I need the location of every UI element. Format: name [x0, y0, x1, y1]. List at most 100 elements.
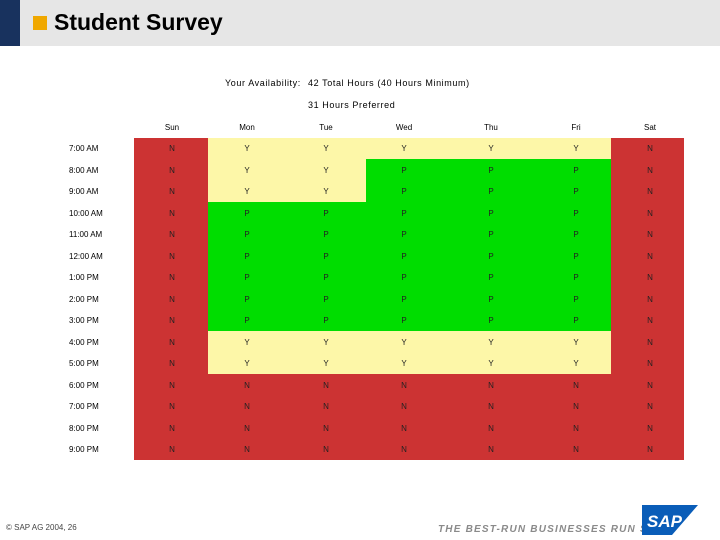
grid-cell: N [169, 230, 175, 239]
grid-cell: N [169, 144, 175, 153]
grid-cell: P [573, 208, 579, 218]
grid-cell: P [401, 316, 407, 325]
grid-cell: Y [323, 187, 329, 196]
grid-cell: N [401, 445, 407, 454]
grid-cell: N [401, 402, 407, 411]
time-label: 3:00 PM [69, 316, 99, 325]
grid-cell: P [401, 165, 407, 175]
grid-cell: N [573, 423, 579, 433]
grid-cell: P [573, 294, 579, 304]
grid-cell: P [401, 294, 407, 304]
grid-cell: N [169, 380, 175, 390]
grid-cell: Y [244, 359, 250, 368]
grid-cell: N [169, 187, 175, 196]
grid-cell: N [244, 423, 250, 433]
grid-cell: N [573, 445, 579, 454]
time-label: 12:00 AM [69, 251, 103, 261]
grid-cell: N [169, 294, 175, 304]
grid-cell: P [401, 273, 407, 282]
grid-cell: N [244, 445, 250, 454]
time-label: 9:00 PM [69, 445, 99, 454]
header-square-icon [33, 16, 47, 30]
grid-cell: N [647, 144, 653, 153]
grid-cell: N [647, 423, 653, 433]
grid-cell: N [573, 402, 579, 411]
grid-cell: P [401, 208, 407, 218]
time-label: 7:00 AM [69, 144, 99, 153]
grid-cell: P [573, 230, 579, 239]
time-label: 6:00 PM [69, 380, 99, 390]
time-label: 11:00 AM [69, 230, 103, 239]
grid-cell: P [323, 273, 329, 282]
grid-cell: N [647, 208, 653, 218]
grid-cell: N [647, 359, 653, 368]
grid-cell: N [573, 380, 579, 390]
grid-cell: Y [244, 144, 250, 153]
grid-cell: N [647, 165, 653, 175]
grid-cell: Y [573, 337, 579, 347]
grid-cell: Y [401, 337, 407, 347]
grid-cell: Y [323, 144, 329, 153]
day-header-mon: Mon [239, 123, 255, 132]
grid-cell: N [401, 423, 407, 433]
grid-cell: N [323, 445, 329, 454]
day-header-tue: Tue [319, 123, 333, 132]
grid-cell: N [169, 337, 175, 347]
grid-cell: P [488, 165, 494, 175]
grid-cell: P [244, 273, 250, 282]
grid-cell: N [647, 402, 653, 411]
grid-cell: P [244, 316, 250, 325]
grid-cell: N [488, 423, 494, 433]
grid-cell: N [323, 380, 329, 390]
grid-cell: N [169, 251, 175, 261]
availability-total: 42 Total Hours (40 Hours Minimum) [308, 78, 470, 88]
day-header-sat: Sat [643, 123, 656, 132]
availability-label: Your Availability: [225, 78, 301, 88]
preferred-zone-mon-tue [208, 202, 366, 331]
grid-cell: Y [401, 144, 407, 153]
grid-cell: N [169, 359, 175, 368]
grid-cell: N [647, 273, 653, 282]
grid-cell: Y [244, 337, 250, 347]
grid-cell: N [488, 380, 494, 390]
grid-cell: Y [323, 359, 329, 368]
time-label: 8:00 PM [69, 423, 99, 433]
time-label: 1:00 PM [69, 273, 99, 282]
grid-cell: Y [488, 337, 494, 347]
grid-cell: Y [573, 359, 579, 368]
grid-cell: Y [488, 144, 494, 153]
grid-cell: N [323, 423, 329, 433]
time-label: 2:00 PM [69, 294, 99, 304]
header-bar [0, 0, 720, 46]
time-label: 7:00 PM [69, 402, 99, 411]
grid-cell: N [169, 165, 175, 175]
grid-cell: Y [244, 165, 250, 175]
grid-cell: P [573, 251, 579, 261]
grid-cell: N [401, 380, 407, 390]
grid-cell: P [323, 251, 329, 261]
grid-cell: P [323, 294, 329, 304]
grid-cell: N [488, 402, 494, 411]
grid-cell: N [169, 445, 175, 454]
grid-cell: N [647, 251, 653, 261]
grid-cell: Y [488, 359, 494, 368]
grid-cell: P [401, 187, 407, 196]
time-label: 8:00 AM [69, 165, 99, 175]
grid-cell: P [488, 294, 494, 304]
grid-cell: Y [573, 144, 579, 153]
grid-cell: N [647, 187, 653, 196]
day-header-thu: Thu [484, 123, 498, 132]
time-label: 4:00 PM [69, 337, 99, 347]
grid-cell: P [488, 187, 494, 196]
sap-logo: SAP [642, 505, 698, 535]
day-header-sun: Sun [164, 123, 180, 132]
grid-cell: N [488, 445, 494, 454]
page-title: Student Survey [54, 9, 223, 35]
grid-cell: P [244, 294, 250, 304]
availability-grid [134, 138, 684, 460]
grid-cell: Y [244, 187, 250, 196]
grid-cell: N [647, 316, 653, 325]
grid-cell: N [169, 402, 175, 411]
grid-cell: N [169, 273, 175, 282]
time-label: 9:00 AM [69, 187, 99, 196]
